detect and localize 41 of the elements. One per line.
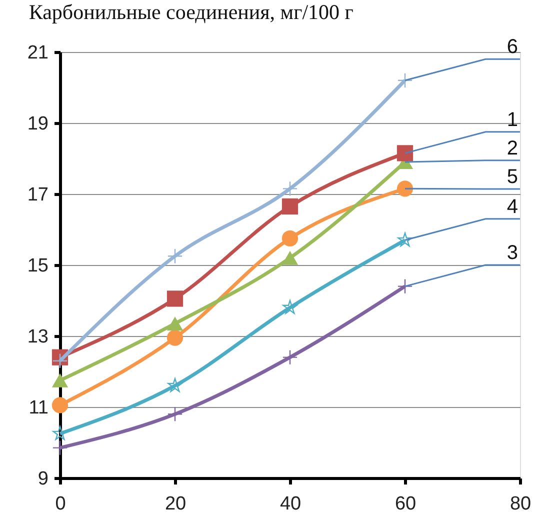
point (166, 316, 184, 331)
text: 1 (506, 108, 518, 131)
x-tick-label: 20 (164, 494, 186, 514)
y-tick-label: 21 (27, 42, 48, 64)
point (282, 198, 298, 214)
point (52, 440, 68, 456)
y-tick-label: 15 (27, 256, 48, 276)
point (282, 350, 298, 365)
point (398, 232, 412, 246)
y-tick-label: 11 (28, 398, 48, 418)
point (396, 145, 414, 162)
point (282, 230, 298, 246)
point (167, 248, 183, 264)
point (397, 72, 413, 88)
text: 6 (506, 36, 518, 58)
text: 5 (506, 166, 518, 188)
x-tick-label: 40 (280, 494, 302, 514)
point (166, 290, 184, 307)
point (52, 426, 68, 440)
x-tick-label: 80 (510, 494, 532, 514)
point (52, 373, 68, 388)
text: 2 (506, 137, 518, 160)
point (282, 300, 298, 314)
point (397, 278, 413, 294)
text: 3 (506, 242, 518, 264)
x-tick-label: 0 (55, 494, 66, 514)
x-tick-label: 60 (394, 494, 416, 514)
y-tick-label: 9 (38, 468, 48, 490)
y-tick-label: 19 (27, 114, 48, 134)
text: 4 (506, 196, 518, 218)
y-tick-label: 13 (27, 326, 48, 348)
point (166, 330, 184, 346)
y-tick-label: 17 (27, 184, 48, 206)
point (282, 250, 298, 265)
point (167, 406, 183, 422)
point (52, 353, 68, 369)
point (282, 181, 298, 196)
point (52, 397, 68, 414)
point (168, 378, 182, 392)
chart-title: Карбонильные соединения, мг/100 г (28, 0, 354, 24)
point (396, 180, 414, 197)
